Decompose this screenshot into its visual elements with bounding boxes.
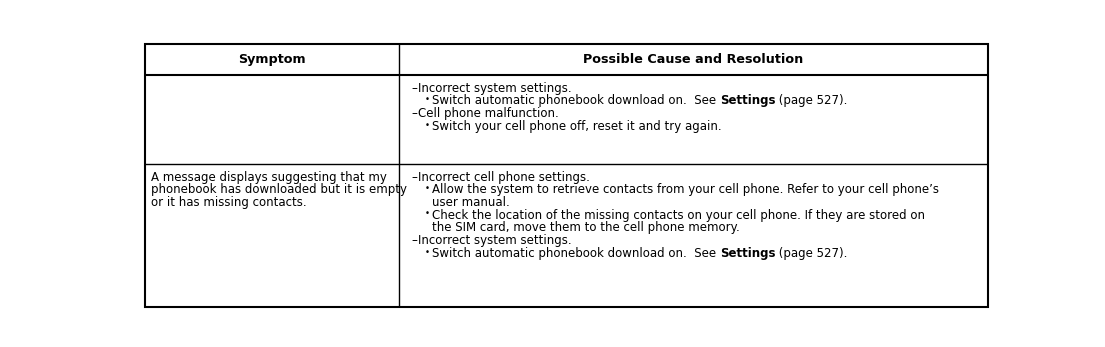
Text: –: – bbox=[412, 234, 418, 247]
Text: Switch automatic phonebook download on.  See: Switch automatic phonebook download on. … bbox=[432, 94, 719, 108]
Text: A message displays suggesting that my: A message displays suggesting that my bbox=[151, 171, 387, 184]
Text: Cell phone malfunction.: Cell phone malfunction. bbox=[418, 107, 559, 120]
Text: (page 527).: (page 527). bbox=[776, 94, 848, 108]
Text: Switch automatic phonebook download on.  See: Switch automatic phonebook download on. … bbox=[432, 247, 719, 260]
Text: (page 527).: (page 527). bbox=[776, 247, 848, 260]
Text: •: • bbox=[424, 248, 429, 256]
Text: Switch your cell phone off, reset it and try again.: Switch your cell phone off, reset it and… bbox=[432, 120, 722, 133]
Text: •: • bbox=[424, 184, 429, 193]
Text: •: • bbox=[424, 121, 429, 130]
Text: •: • bbox=[424, 210, 429, 219]
Text: Symptom: Symptom bbox=[239, 53, 306, 66]
Text: user manual.: user manual. bbox=[432, 196, 509, 209]
Text: Allow the system to retrieve contacts from your cell phone. Refer to your cell p: Allow the system to retrieve contacts fr… bbox=[432, 183, 939, 196]
Text: Settings: Settings bbox=[719, 247, 776, 260]
Text: or it has missing contacts.: or it has missing contacts. bbox=[151, 196, 307, 209]
Text: Possible Cause and Resolution: Possible Cause and Resolution bbox=[583, 53, 803, 66]
Text: –: – bbox=[412, 107, 418, 120]
Text: Check the location of the missing contacts on your cell phone. If they are store: Check the location of the missing contac… bbox=[432, 209, 925, 222]
Text: –: – bbox=[412, 82, 418, 95]
Text: –: – bbox=[412, 171, 418, 184]
Text: Incorrect system settings.: Incorrect system settings. bbox=[418, 234, 571, 247]
Text: •: • bbox=[424, 95, 429, 104]
Text: Incorrect system settings.: Incorrect system settings. bbox=[418, 82, 571, 95]
Text: Incorrect cell phone settings.: Incorrect cell phone settings. bbox=[418, 171, 590, 184]
Text: Settings: Settings bbox=[719, 94, 776, 108]
Text: phonebook has downloaded but it is empty: phonebook has downloaded but it is empty bbox=[151, 183, 407, 196]
Text: the SIM card, move them to the cell phone memory.: the SIM card, move them to the cell phon… bbox=[432, 221, 739, 235]
